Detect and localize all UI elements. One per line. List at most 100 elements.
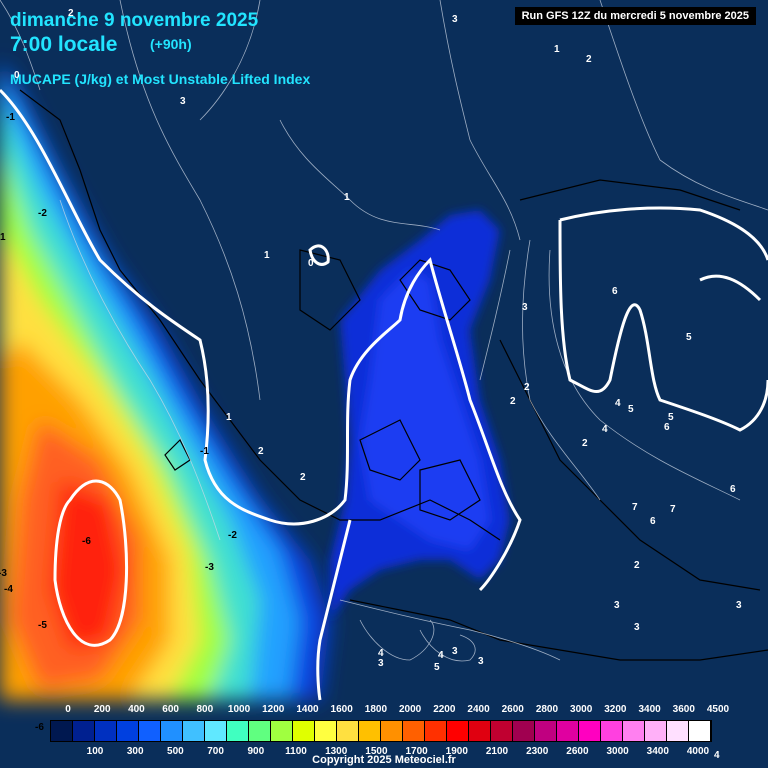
legend-bottom-tick: 900	[247, 746, 265, 757]
legend-bottom-tick: 1300	[325, 746, 348, 757]
legend-bottom-tick: 2100	[485, 746, 509, 757]
colorbar-swatch	[227, 721, 249, 741]
li-contour-label: 4	[602, 424, 608, 435]
li-contour-label: 2	[582, 438, 588, 449]
colorbar-swatch	[337, 721, 359, 741]
legend-top-tick: 3000	[570, 704, 593, 715]
legend-top-tick: 1400	[296, 704, 319, 715]
colorbar-swatch	[117, 721, 139, 741]
legend-top-tick: 1600	[330, 704, 353, 715]
li-contour-label: 1	[554, 44, 560, 55]
colorbar-swatch	[403, 721, 425, 741]
li-contour-label: 1	[226, 412, 232, 423]
li-contour-label: 7	[632, 502, 638, 513]
legend-bottom-tick: 1500	[365, 746, 388, 757]
colorbar-swatch	[73, 721, 95, 741]
colorbar-swatch	[557, 721, 579, 741]
li-contour-label: 6	[664, 422, 670, 433]
li-contour-label: 5	[668, 412, 674, 423]
li-contour-label: 5	[628, 404, 634, 415]
li-contour-label: 0	[308, 258, 314, 269]
legend-top-tick: 2400	[467, 704, 490, 715]
colorbar-swatch	[271, 721, 293, 741]
colorbar-swatch	[667, 721, 689, 741]
li-contour-label: 3	[634, 622, 640, 633]
li-contours-thin	[0, 0, 768, 662]
legend-bottom-tick: 300	[126, 746, 144, 757]
legend-top-tick: 0	[65, 704, 71, 715]
li-contour-label: 2	[258, 446, 264, 457]
legend-top-tick: 4500	[706, 704, 730, 715]
li-contour-label: 2	[68, 8, 74, 19]
colorbar-swatch	[425, 721, 447, 741]
forecast-date: dimanche 9 novembre 2025	[10, 10, 259, 31]
li-contour-label: 4	[714, 750, 720, 761]
li-contour-label: 3	[478, 656, 484, 667]
li-contour-label: 3	[614, 600, 620, 611]
run-info-badge: Run GFS 12Z du mercredi 5 novembre 2025	[514, 7, 756, 25]
legend-top-tick: 400	[128, 704, 145, 715]
forecast-offset: (+90h)	[150, 36, 192, 52]
li-contour-label: -3	[205, 562, 214, 573]
legend-bottom-tick: 3000	[606, 746, 629, 757]
li-contour-label: -5	[38, 620, 47, 631]
legend-bottom-tick: 4000	[686, 746, 710, 757]
colorbar-swatch	[51, 721, 73, 741]
li-contour-label: -1	[200, 446, 209, 457]
colorbar-swatch	[447, 721, 469, 741]
li-zero-contours	[0, 88, 768, 701]
legend-bottom-tick: 1700	[405, 746, 428, 757]
li-contour-label: 2	[524, 382, 530, 393]
li-contour-label: 5	[434, 662, 440, 673]
colorbar-swatch	[183, 721, 205, 741]
li-contour-label: -6	[35, 722, 44, 733]
colorbar-swatch	[293, 721, 315, 741]
colorbar-swatch	[491, 721, 513, 741]
li-contour-label: 2	[300, 472, 306, 483]
colorbar-swatch	[535, 721, 557, 741]
li-contour-label: 2	[510, 396, 516, 407]
li-contour-label: -4	[4, 584, 13, 595]
li-contour-label: 2	[634, 560, 640, 571]
li-contour-label: 3	[736, 600, 742, 611]
legend-top-tick: 600	[162, 704, 179, 715]
li-contour-label: -2	[228, 530, 237, 541]
copyright-text: Copyright 2025 Meteociel.fr	[312, 754, 456, 766]
li-contour-label: 1	[264, 250, 270, 261]
li-contour-label: -2	[38, 208, 47, 219]
coastlines	[19, 89, 768, 661]
li-contour-label: 4	[378, 648, 384, 659]
legend-top-tick: 1200	[262, 704, 285, 715]
li-contour-label: 4	[438, 650, 444, 661]
legend-top-tick: 3200	[604, 704, 627, 715]
legend-top-tick: 2600	[501, 704, 524, 715]
legend-top-tick: 2200	[433, 704, 456, 715]
li-contour-label: 3	[452, 14, 458, 25]
colorbar-swatch	[623, 721, 645, 741]
li-contour-label: -1	[6, 112, 15, 123]
li-contour-label: 5	[686, 332, 692, 343]
colorbar-swatch	[469, 721, 491, 741]
li-contour-label: 6	[612, 286, 618, 297]
colorbar-swatch	[689, 721, 711, 741]
colorbar-swatch	[315, 721, 337, 741]
li-contour-label: 3	[180, 96, 186, 107]
colorbar-swatch	[205, 721, 227, 741]
legend-top-tick: 2800	[535, 704, 559, 715]
legend-bottom-tick: 3400	[646, 746, 669, 757]
li-contour-label: 3	[522, 302, 528, 313]
li-contour-label: -6	[82, 536, 91, 547]
li-contour-label: 0	[14, 70, 20, 81]
li-contour-label: 6	[730, 484, 736, 495]
legend-bottom-tick: 100	[86, 746, 104, 757]
product-title: MUCAPE (J/kg) et Most Unstable Lifted In…	[10, 71, 311, 87]
legend-bottom-tick: 700	[207, 746, 224, 757]
legend-bottom-tick: 500	[167, 746, 184, 757]
legend-top-tick: 1000	[227, 704, 251, 715]
legend-bottom-tick: 2300	[526, 746, 549, 757]
legend-top-tick: 800	[196, 704, 214, 715]
li-contour-label: 4	[615, 398, 621, 409]
legend-bottom-tick: 2600	[566, 746, 589, 757]
